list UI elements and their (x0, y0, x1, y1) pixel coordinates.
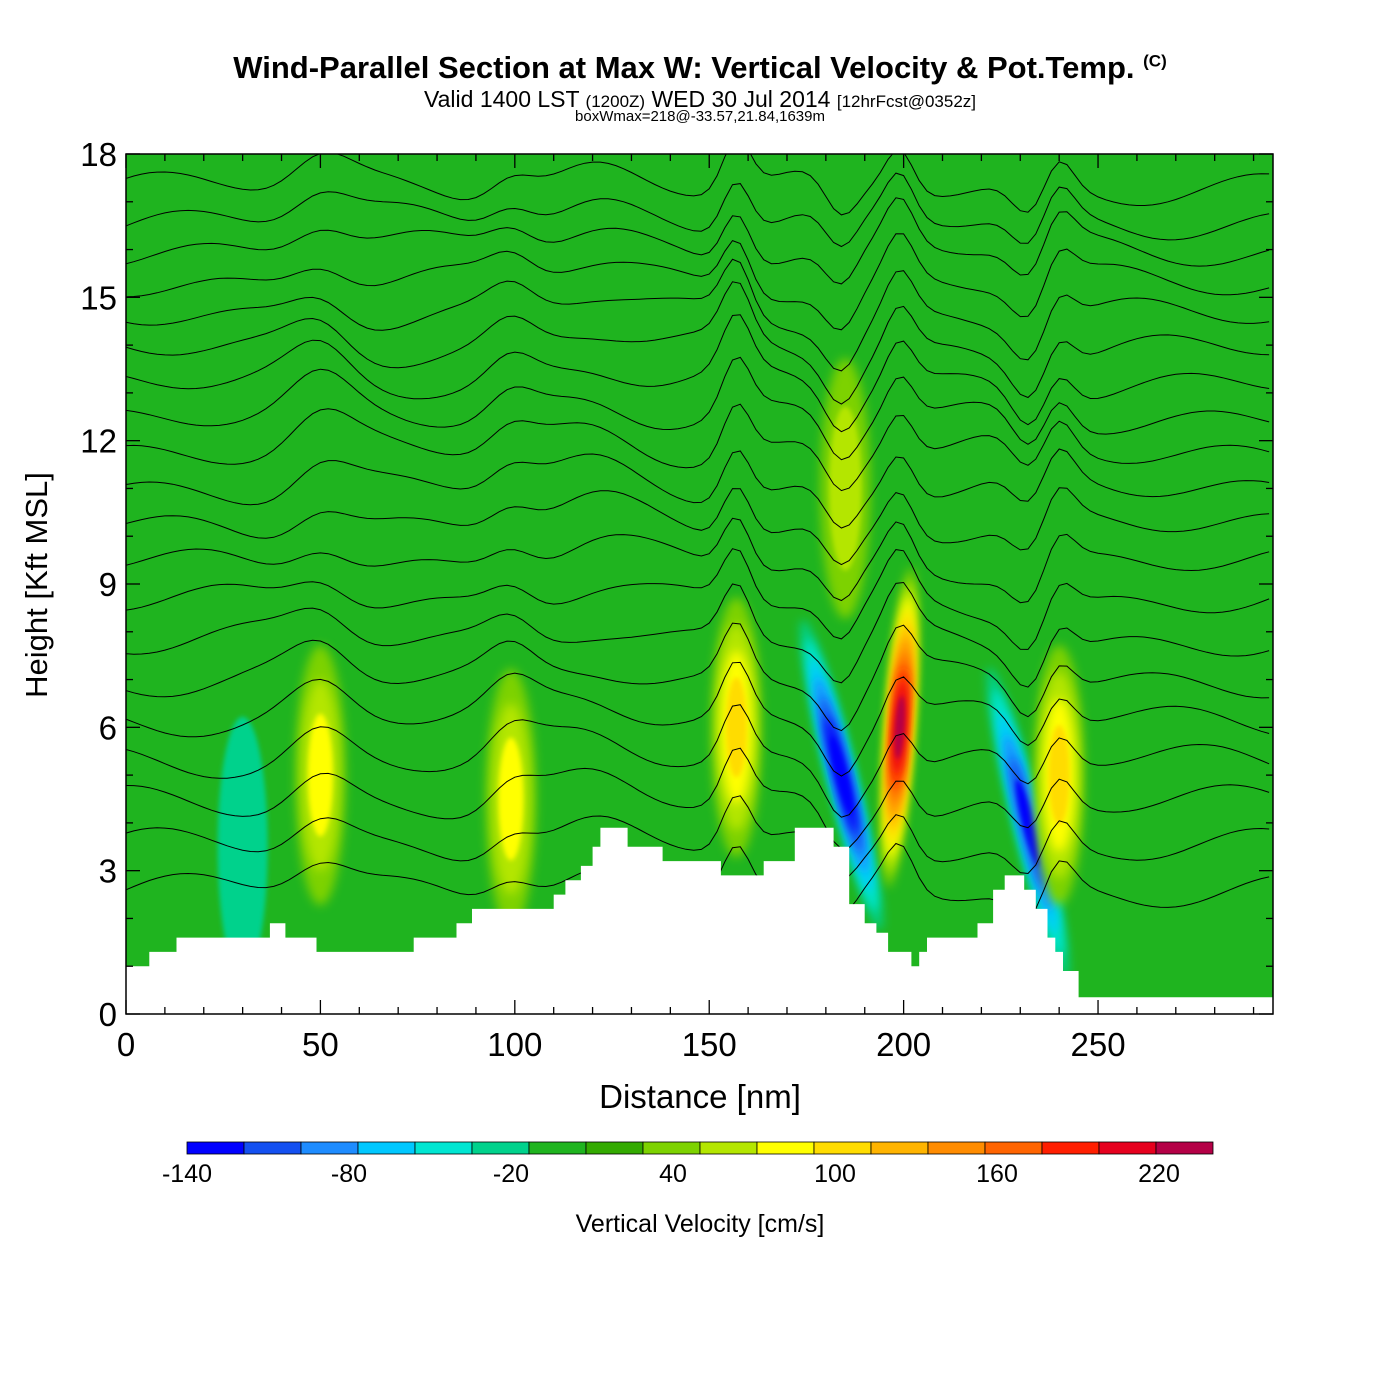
colorbar-swatch (357, 1141, 416, 1155)
chart-subtitle: Valid 1400 LST (1200Z) WED 30 Jul 2014 [… (0, 86, 1400, 113)
theta-contour (126, 581, 1270, 688)
colorbar-label: Vertical Velocity [cm/s] (576, 1210, 825, 1238)
velocity-feature (485, 669, 536, 929)
chart-title: Wind-Parallel Section at Max W: Vertical… (0, 50, 1400, 86)
velocity-contour-band (726, 677, 747, 778)
colorbar-tick-label: -140 (162, 1160, 212, 1188)
theta-contour (126, 747, 1270, 850)
colorbar-tick-label: 160 (976, 1160, 1018, 1188)
theta-contour (126, 281, 1270, 405)
theta-contour (126, 661, 1270, 777)
y-axis-label: Height [Kft MSL] (19, 472, 54, 698)
valid-zulu: (1200Z) (585, 92, 646, 111)
chart-title-text: Wind-Parallel Section at Max W: Vertical… (233, 50, 1135, 85)
x-tick-label: 100 (487, 1026, 542, 1063)
colorbar-tick-label: -20 (493, 1160, 529, 1188)
velocity-contour-band (217, 716, 268, 977)
colorbar-swatch (1041, 1141, 1100, 1155)
velocity-field (217, 358, 1085, 979)
theta-contour (126, 487, 1270, 566)
theta-contour (126, 517, 1270, 604)
colorbar: -140 -80 -20 40 100 160 220 (162, 1141, 1214, 1188)
y-tick-label: 12 (80, 423, 117, 460)
theta-contour (126, 314, 1270, 433)
velocity-feature (295, 645, 346, 906)
x-tick-label: 250 (1071, 1026, 1126, 1063)
colorbar-swatch (813, 1141, 872, 1155)
colorbar-swatch (528, 1141, 587, 1155)
colorbar-swatch (1098, 1141, 1157, 1155)
colorbar-tick-label: 220 (1138, 1160, 1180, 1188)
colorbar-swatch (471, 1141, 530, 1155)
velocity-feature (881, 567, 918, 887)
theta-contour (126, 403, 1270, 492)
terrain (126, 827, 1273, 1014)
velocity-contour-band (1048, 725, 1070, 826)
colorbar-swatch (870, 1141, 929, 1155)
box-info: boxWmax=218@-33.57,21.84,1639m (575, 108, 825, 125)
y-tick-label: 0 (99, 996, 117, 1033)
x-tick-label: 150 (682, 1026, 737, 1063)
colorbar-tick-label: 40 (659, 1160, 687, 1188)
y-tick-label: 18 (80, 136, 117, 173)
velocity-contour-band (307, 713, 333, 837)
theta-contour (126, 258, 1270, 372)
x-tick-label: 0 (117, 1026, 135, 1063)
valid-date: WED 30 Jul 2014 (651, 86, 831, 112)
theta-contour (126, 448, 1270, 529)
theta-contour (126, 233, 1270, 331)
velocity-contour-band (1015, 779, 1041, 867)
theta-contour (126, 356, 1270, 461)
colorbar-swatch (300, 1141, 359, 1155)
colorbar-tick-label: 100 (814, 1160, 856, 1188)
theta-contour (126, 795, 1270, 879)
theta-contour (126, 197, 1270, 285)
colorbar-swatch (642, 1141, 701, 1155)
colorbar-swatch (756, 1141, 815, 1155)
colorbar-swatch (414, 1141, 473, 1155)
y-axis: 0 3 6 9 12 15 18 (80, 136, 1273, 1033)
colorbar-tick-label: -80 (331, 1160, 367, 1188)
velocity-contour-band (829, 406, 862, 571)
velocity-contour-band (830, 736, 853, 814)
velocity-feature (820, 358, 871, 619)
velocity-feature (987, 667, 1070, 979)
y-tick-label: 6 (99, 709, 117, 746)
theta-contour (126, 172, 1270, 248)
velocity-feature (217, 716, 268, 977)
colorbar-swatch (585, 1141, 644, 1155)
colorbar-swatch (1155, 1141, 1214, 1155)
forecast-info: [12hrFcst@0352z] (836, 92, 976, 111)
velocity-contour-band (894, 695, 905, 759)
velocity-feature (711, 597, 762, 858)
colorbar-swatch (984, 1141, 1043, 1155)
y-tick-label: 3 (99, 853, 117, 890)
theta-contour (126, 622, 1270, 732)
colorbar-swatch (699, 1141, 758, 1155)
x-axis-label: Distance [nm] (599, 1078, 801, 1115)
theta-contour (126, 548, 1270, 650)
x-tick-label: 200 (876, 1026, 931, 1063)
theta-contours (126, 154, 1270, 919)
copyright-mark: (C) (1143, 51, 1167, 71)
theta-contour (126, 154, 1270, 216)
colorbar-swatch (927, 1141, 986, 1155)
theta-contour (126, 704, 1270, 818)
y-tick-label: 15 (80, 279, 117, 316)
velocity-feature (1034, 645, 1085, 906)
colorbar-swatch (243, 1141, 302, 1155)
valid-time: Valid 1400 LST (424, 86, 580, 112)
x-tick-label: 50 (302, 1026, 339, 1063)
y-tick-label: 9 (99, 566, 117, 603)
x-axis: 0 50 100 150 200 250 (117, 154, 1255, 1063)
colorbar-swatch (186, 1141, 245, 1155)
velocity-contour-band (498, 737, 524, 861)
